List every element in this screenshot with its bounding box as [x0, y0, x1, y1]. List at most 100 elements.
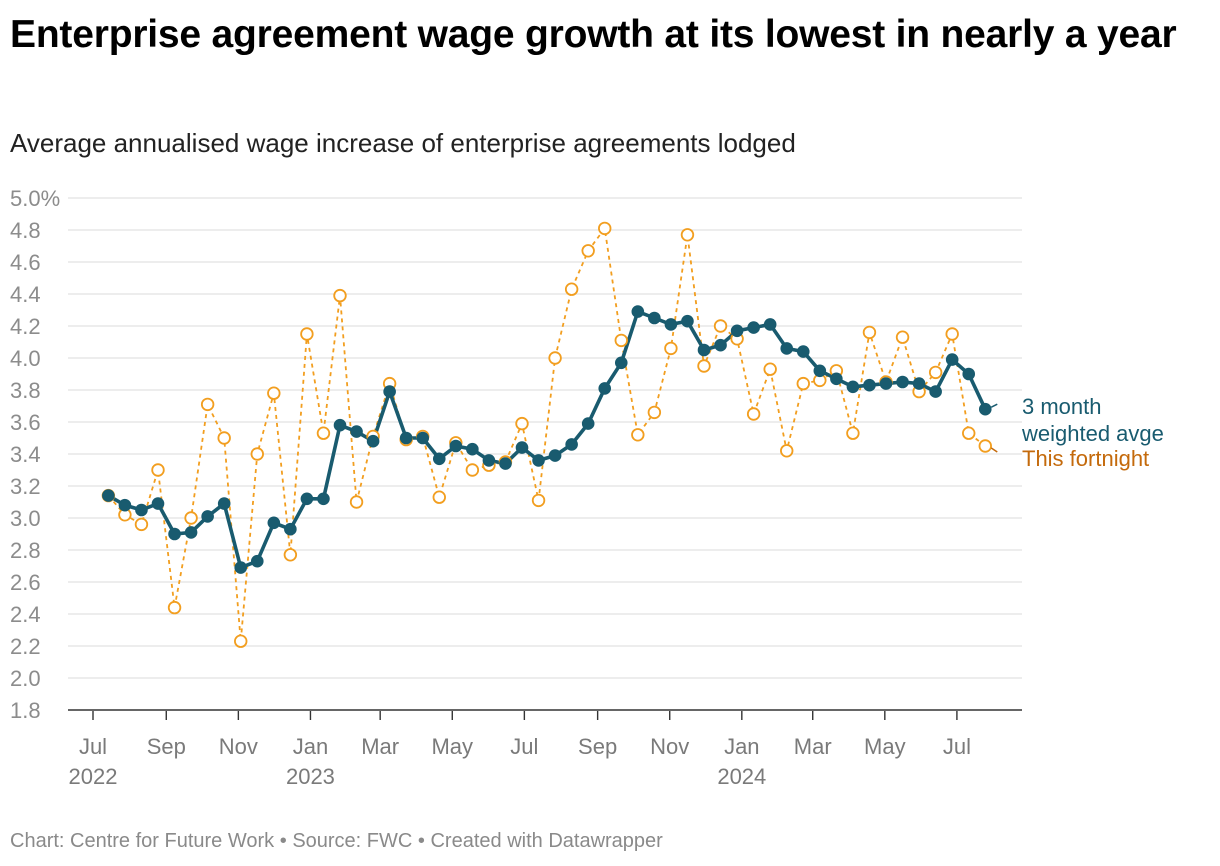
weighted-avg-point: [863, 378, 876, 392]
fortnight-point: [614, 333, 628, 348]
fortnight-point: [697, 359, 711, 373]
weighted-avg-point: [234, 561, 248, 574]
weighted-avg-point: [896, 375, 909, 389]
y-tick-label: 2.2: [10, 634, 41, 659]
fortnight-point: [300, 327, 314, 341]
weighted-avg-point: [912, 377, 926, 390]
weighted-avg-point: [399, 431, 413, 445]
weighted-avg-point: [631, 305, 645, 318]
weighted-avg-point: [763, 318, 777, 331]
fortnight-point: [349, 495, 364, 509]
y-tick-label: 4.2: [10, 314, 41, 339]
y-tick-label: 2.8: [10, 538, 41, 563]
weighted-avg-point: [432, 452, 446, 466]
fortnight-point: [862, 325, 877, 340]
weighted-avg-point: [714, 338, 727, 352]
weighted-avg-point: [217, 497, 231, 510]
y-tick-label: 3.8: [10, 378, 41, 403]
y-axis-ticks: 1.8 2.0 2.2 2.4 2.6 2.8 3.0 3.2 3.4 3.6 3.8 4.0 4.2 4…: [10, 186, 60, 723]
fortnight-point: [598, 221, 612, 236]
fortnight-point: [945, 327, 959, 341]
weighted-avg-point: [978, 402, 992, 416]
weighted-avg-point: [267, 516, 281, 530]
weighted-avg-point: [118, 498, 132, 512]
footer-separator: •: [279, 830, 287, 852]
fortnight-point: [780, 444, 794, 458]
weighted-label-connector: [990, 403, 998, 408]
y-tick-label: 2.0: [10, 666, 41, 691]
chart-footer: Chart: Centre for Future Work • Source: …: [10, 830, 663, 853]
y-tick-label: 3.0: [10, 506, 41, 531]
weighted-avg-point: [648, 311, 661, 325]
fortnight-point: [680, 228, 695, 242]
weighted-avg-point: [317, 492, 330, 506]
fortnight-point: [217, 431, 231, 445]
weighted-avg-point: [333, 418, 347, 432]
y-tick-label: 2.6: [10, 570, 41, 595]
weighted-avg-point: [813, 364, 827, 378]
weighted-avg-point: [350, 425, 363, 438]
weighted-avg-point: [482, 454, 496, 467]
weighted-avg-point: [581, 417, 595, 430]
footer-source: Source: FWC: [292, 830, 413, 852]
x-tick-year: 2024: [717, 764, 766, 789]
weighted-avg-point: [449, 439, 463, 453]
fortnight-point: [283, 548, 298, 562]
y-tick-label: 3.6: [10, 410, 41, 435]
fortnight-point: [200, 397, 215, 412]
weighted-avg-point: [780, 342, 794, 355]
fortnight-point: [134, 517, 149, 532]
fortnight-point: [250, 447, 264, 461]
fortnight-point: [846, 426, 860, 440]
fortnight-label-connector: [990, 447, 998, 453]
fortnight-point: [631, 428, 645, 442]
fortnight-point: [962, 426, 976, 440]
weighted-avg-point: [532, 454, 545, 467]
weighted-avg-point: [796, 345, 810, 358]
fortnight-line: [107, 226, 986, 642]
weighted-avg-point: [730, 324, 744, 338]
fortnight-point: [515, 416, 529, 431]
y-tick-label: 4.6: [10, 250, 41, 275]
footer-credit: Chart: Centre for Future Work: [10, 830, 275, 852]
weighted-avg-point: [962, 367, 976, 381]
series-markers: [101, 221, 992, 648]
x-tick-label: Jul: [79, 734, 107, 759]
fortnight-point: [564, 282, 579, 296]
y-tick-label: 2.4: [10, 602, 41, 627]
fortnight-point: [713, 319, 728, 333]
x-tick-label: Sep: [578, 734, 617, 759]
weighted-avg-point: [598, 382, 612, 395]
weighted-label-line2: weighted avge: [1021, 421, 1164, 446]
weighted-avg-point: [747, 321, 760, 334]
y-tick-label: 1.8: [10, 698, 41, 723]
chart-subtitle: Average annualised wage increase of ente…: [10, 128, 796, 158]
fortnight-point: [763, 362, 777, 376]
x-tick-label: Jan: [293, 734, 328, 759]
x-tick-year: 2023: [286, 764, 335, 789]
weighted-avg-point: [697, 343, 711, 357]
y-tick-label: 3.4: [10, 442, 41, 467]
weighted-avg-point: [135, 503, 148, 517]
fortnight-point: [316, 426, 331, 440]
fortnight-point: [234, 634, 248, 648]
gridlines: [68, 197, 1022, 711]
weighted-avg-point: [284, 522, 297, 536]
x-tick-label: May: [864, 734, 906, 759]
weighted-avg-point: [879, 377, 893, 390]
fortnight-point: [978, 439, 992, 453]
chart-title: Enterprise agreement wage growth at its …: [10, 13, 1177, 56]
x-tick-label: Mar: [361, 734, 399, 759]
weighted-avg-point: [664, 318, 678, 331]
y-tick-label: 4.0: [10, 346, 41, 371]
fortnight-point: [531, 493, 546, 508]
x-tick-label: Jul: [943, 734, 971, 759]
fortnight-point: [151, 463, 165, 477]
fortnight-point: [928, 365, 943, 380]
fortnight-point: [333, 288, 347, 303]
weighted-avg-point: [250, 554, 264, 568]
fortnight-point: [548, 351, 562, 365]
fortnight-point: [267, 386, 281, 400]
weighted-avg-point: [168, 527, 181, 541]
weighted-avg-point: [201, 510, 214, 523]
